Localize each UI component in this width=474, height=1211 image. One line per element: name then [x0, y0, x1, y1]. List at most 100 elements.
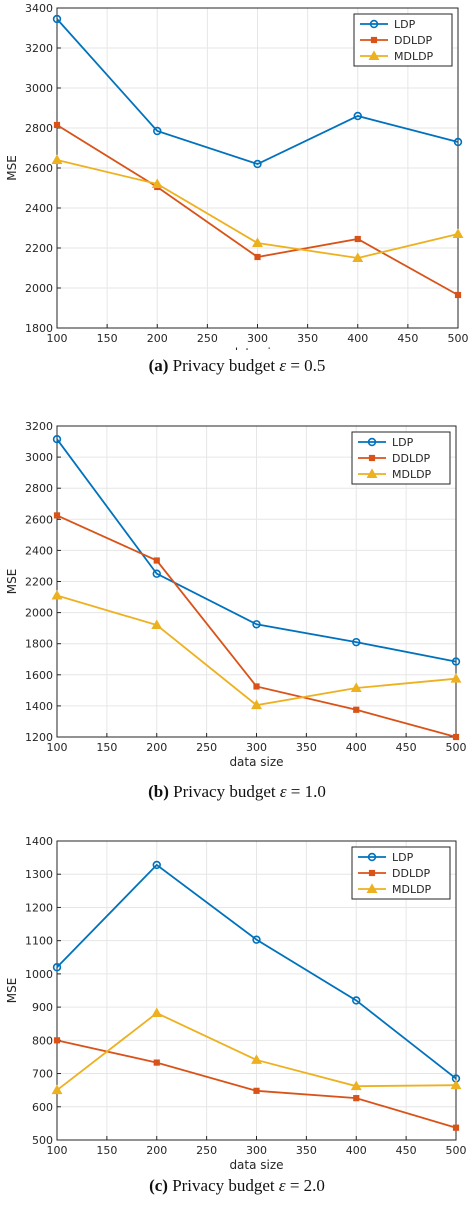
data-point	[52, 435, 62, 444]
x-tick-label: 100	[47, 332, 68, 345]
legend-label: LDP	[394, 18, 416, 31]
y-tick-label: 900	[32, 1001, 53, 1014]
data-point	[153, 1059, 160, 1066]
data-point	[354, 235, 361, 243]
y-axis-label: MSE	[5, 155, 19, 181]
legend: LDP DDLDP MDLDP	[351, 846, 451, 900]
y-tick-label: 3000	[25, 451, 53, 464]
data-point	[252, 237, 263, 247]
data-point	[452, 228, 464, 238]
series-mdldp	[51, 589, 462, 710]
legend-label: LDP	[392, 851, 414, 864]
x-tick-label: 500	[446, 1144, 467, 1157]
y-tick-label: 2400	[25, 202, 53, 215]
data-point	[352, 637, 361, 647]
legend-entry-mdldp: MDLDP	[358, 468, 432, 481]
series-mdldp	[51, 154, 464, 262]
data-point	[151, 178, 163, 188]
x-tick-label: 350	[296, 741, 317, 754]
legend: LDP DDLDP MDLDP	[353, 13, 453, 67]
y-tick-label: 3400	[25, 2, 53, 15]
data-point	[152, 569, 161, 578]
data-point	[253, 1087, 260, 1094]
caption-symbol: ε	[279, 356, 287, 375]
data-point	[52, 14, 62, 24]
series-ddldp	[53, 512, 460, 741]
x-tick-label: 250	[197, 332, 218, 345]
x-tick-label: 150	[96, 1144, 117, 1157]
x-tick-label: 300	[246, 741, 267, 754]
series-ldp	[52, 435, 461, 666]
data-point	[153, 557, 160, 564]
x-axis-label: data size	[229, 1158, 283, 1170]
caption-symbol: ε	[279, 782, 287, 801]
data-point	[53, 121, 61, 129]
caption-prefix: Privacy budget	[173, 782, 276, 801]
y-tick-label: 2000	[25, 282, 53, 295]
caption-value: = 0.5	[290, 356, 326, 375]
caption-b: (b) Privacy budget ε = 1.0	[0, 782, 474, 802]
y-axis-label: MSE	[5, 978, 19, 1004]
x-tick-label: 450	[396, 741, 417, 754]
x-tick-label: 300	[247, 332, 268, 345]
caption-value: = 2.0	[289, 1176, 325, 1195]
y-tick-label: 1200	[25, 731, 53, 744]
data-point	[353, 1095, 360, 1102]
y-tick-label: 2800	[25, 122, 53, 135]
x-tick-label: 300	[246, 1144, 267, 1157]
data-point	[151, 1007, 163, 1018]
data-point	[153, 126, 162, 136]
y-tick-label: 1200	[25, 901, 53, 914]
caption-a: (a) Privacy budget ε = 0.5	[0, 356, 474, 376]
data-point	[251, 699, 262, 710]
legend-label: DDLDP	[392, 452, 431, 465]
legend-label: MDLDP	[392, 468, 432, 481]
data-point	[53, 1037, 61, 1044]
y-tick-label: 2600	[25, 162, 53, 175]
series-ldp	[52, 860, 461, 1083]
data-point	[251, 1054, 262, 1064]
y-tick-label: 3000	[25, 82, 53, 95]
data-point	[352, 252, 364, 262]
y-tick-label: 1000	[25, 968, 53, 981]
x-tick-label: 450	[396, 1144, 417, 1157]
legend-label: MDLDP	[394, 50, 434, 63]
legend: LDP DDLDP MDLDP	[351, 431, 451, 485]
legend-marker	[370, 36, 378, 44]
legend-label: DDLDP	[394, 34, 433, 47]
series-line	[56, 863, 457, 1080]
ticks: 100 150 200 250 300 350 400 450 500 500 600 700 800 9…	[25, 835, 467, 1157]
x-tick-label: 350	[297, 332, 318, 345]
caption-label: (c)	[149, 1176, 168, 1195]
legend-label: MDLDP	[392, 883, 432, 896]
y-tick-label: 1400	[25, 700, 53, 713]
data-point	[53, 512, 61, 519]
data-point	[252, 935, 261, 944]
data-point	[352, 996, 361, 1005]
x-tick-label: 100	[47, 741, 68, 754]
data-point	[151, 619, 163, 629]
legend-entry-mdldp: MDLDP	[358, 883, 432, 896]
x-tick-label: 250	[196, 1144, 217, 1157]
legend-entry-ddldp: DDLDP	[360, 34, 433, 47]
data-point	[350, 1080, 362, 1091]
legend-marker	[369, 19, 379, 29]
chart-c: 100 150 200 250 300 350 400 450 500 500 600 700 800 9…	[5, 835, 467, 1170]
y-tick-label: 500	[32, 1134, 53, 1147]
x-tick-label: 400	[346, 1144, 367, 1157]
y-tick-label: 3200	[25, 420, 53, 433]
data-point	[52, 963, 62, 972]
series-ddldp	[53, 1037, 460, 1131]
data-point	[353, 111, 362, 121]
chart-b: 100 150 200 250 300 350 400 450 500 1200 1400 1600 1…	[5, 420, 467, 769]
chart-a: 100 150 200 250 300 350 400 450 500 1800 2000 2200 2…	[5, 2, 469, 350]
y-tick-label: 800	[32, 1034, 53, 1047]
x-axis-label: data size	[229, 755, 283, 769]
series-ldp	[52, 14, 463, 169]
x-axis-label: data size	[230, 346, 284, 350]
y-tick-label: 1600	[25, 669, 53, 682]
y-tick-label: 2000	[25, 607, 53, 620]
x-tick-label: 400	[346, 741, 367, 754]
y-tick-label: 2200	[25, 242, 53, 255]
legend-entry-ddldp: DDLDP	[358, 452, 431, 465]
